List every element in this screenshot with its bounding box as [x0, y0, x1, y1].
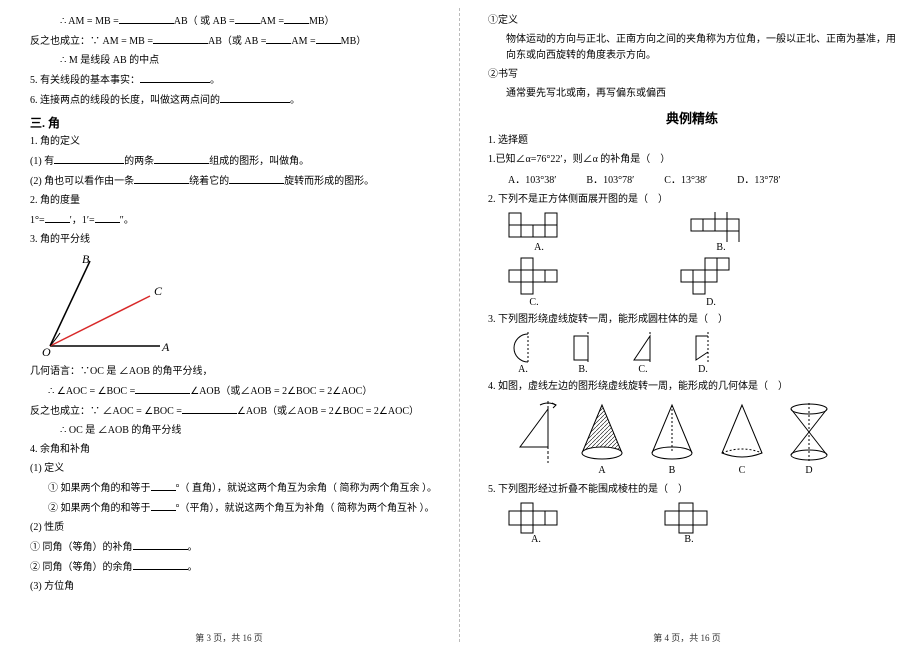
text: ①定义 [488, 13, 896, 29]
figure-row: A. B. C. D. [508, 332, 896, 375]
figure-row: C. D. [508, 257, 896, 308]
option-d: D．13°78′ [737, 171, 780, 186]
text: 5. 有关线段的基本事实：。 [30, 72, 438, 89]
text: ② 如果两个角的和等于°（平角），就说这两个角互为补角（ 简称为两个角互补 ）。 [48, 500, 438, 517]
text: 5. 下列图形经过折叠不能围成棱柱的是（ ） [488, 482, 896, 498]
text: 3. 角的平分线 [30, 232, 438, 248]
text: (2) 角也可以看作由一条绕着它的旋转而形成的图形。 [30, 173, 438, 190]
triangle-rot-icon [628, 332, 658, 364]
prism-net-b-icon [664, 502, 714, 534]
page-footer: 第 3 页，共 16 页 [0, 631, 458, 644]
figure-row: A. B. [508, 502, 896, 545]
option-c: C．13°38′ [664, 171, 707, 186]
text: (1) 定义 [30, 461, 438, 477]
section-heading: 三. 角 [30, 114, 438, 131]
text: ∴ OC 是 ∠AOB 的角平分线 [60, 423, 438, 439]
text: (1) 有的两条组成的图形，叫做角。 [30, 153, 438, 170]
rectangle-rot-icon [568, 332, 598, 364]
source-triangle-icon [508, 399, 558, 465]
text: ②书写 [488, 67, 896, 83]
text: 1. 角的定义 [30, 134, 438, 150]
page-footer: 第 4 页，共 16 页 [458, 631, 916, 644]
text: ∴ M 是线段 AB 的中点 [60, 53, 438, 69]
section-heading: 典例精练 [488, 108, 896, 127]
cone-shaded-icon [576, 399, 628, 465]
svg-text:B: B [82, 252, 90, 266]
text: ∴ ∠AOC = ∠BOC =∠AOB（或∠AOB = 2∠BOC = 2∠AO… [48, 383, 438, 400]
text: 物体运动的方向与正北、正南方向之间的夹角称为方位角，一般以正北、正南为基准，用向… [506, 32, 896, 64]
text: ① 如果两个角的和等于°（ 直角），就说这两个角互为余角（ 简称为两个角互余 ）… [48, 480, 438, 497]
text: 2. 下列不是正方体侧面展开图的是（ ） [488, 192, 896, 208]
text: 6. 连接两点的线段的长度，叫做这两点间的。 [30, 92, 438, 109]
net-cross-icon [508, 257, 560, 297]
svg-text:O: O [42, 345, 51, 359]
net-t-shape-icon [508, 212, 570, 242]
net-z-icon [680, 257, 742, 297]
option-b: B．103°78′ [586, 171, 634, 186]
text: ① 同角（等角）的补角。 [30, 539, 438, 556]
text: 4. 如图，虚线左边的图形绕虚线旋转一周，能形成的几何体是（ ） [488, 379, 896, 395]
text: 1. 选择题 [488, 133, 896, 149]
cone-wire-icon [646, 399, 698, 465]
semicircle-icon [508, 332, 538, 364]
option-a: A．103°38′ [508, 171, 556, 186]
text: 3. 下列图形绕虚线旋转一周，能形成圆柱体的是（ ） [488, 312, 896, 328]
figure-row: A B C D [508, 399, 896, 476]
text: 1.已知∠α=76°22′，则∠α 的补角是（ ） [488, 152, 896, 168]
text: 通常要先写北或南，再写偏东或偏西 [506, 86, 896, 102]
page-left: ∴ AM = MB =AB（ 或 AB =AM =MB） 反之也成立：∵ AM … [0, 0, 458, 650]
text: 4. 余角和补角 [30, 442, 438, 458]
text: (3) 方位角 [30, 579, 438, 595]
text: 反之也成立：∵ AM = MB =AB（或 AB =AM =MB） [30, 33, 438, 50]
text: ∴ AM = MB =AB（ 或 AB =AM =MB） [60, 13, 438, 30]
net-row-icon [690, 212, 752, 242]
text: 1°=′，1′=″。 [30, 212, 438, 229]
svg-text:A: A [161, 340, 170, 354]
trapezoid-rot-icon [688, 332, 718, 364]
text: 几何语言：∵OC 是 ∠AOB 的角平分线， [30, 364, 438, 380]
options-row: A．103°38′ B．103°78′ C．13°38′ D．13°78′ [508, 171, 896, 186]
prism-net-a-icon [508, 502, 564, 534]
svg-text:C: C [154, 284, 163, 298]
text: 2. 角的度量 [30, 193, 438, 209]
text: ② 同角（等角）的余角。 [30, 559, 438, 576]
page-right: ①定义 物体运动的方向与正北、正南方向之间的夹角称为方位角，一般以正北、正南为基… [458, 0, 916, 650]
hourglass-icon [786, 399, 832, 465]
cone-solid-icon [716, 399, 768, 465]
text: 反之也成立：∵ ∠AOC = ∠BOC =∠AOB（或∠AOB = 2∠BOC … [30, 403, 438, 420]
angle-figure: O A B C [30, 251, 190, 361]
figure-row: A. B. [508, 212, 896, 253]
text: (2) 性质 [30, 520, 438, 536]
